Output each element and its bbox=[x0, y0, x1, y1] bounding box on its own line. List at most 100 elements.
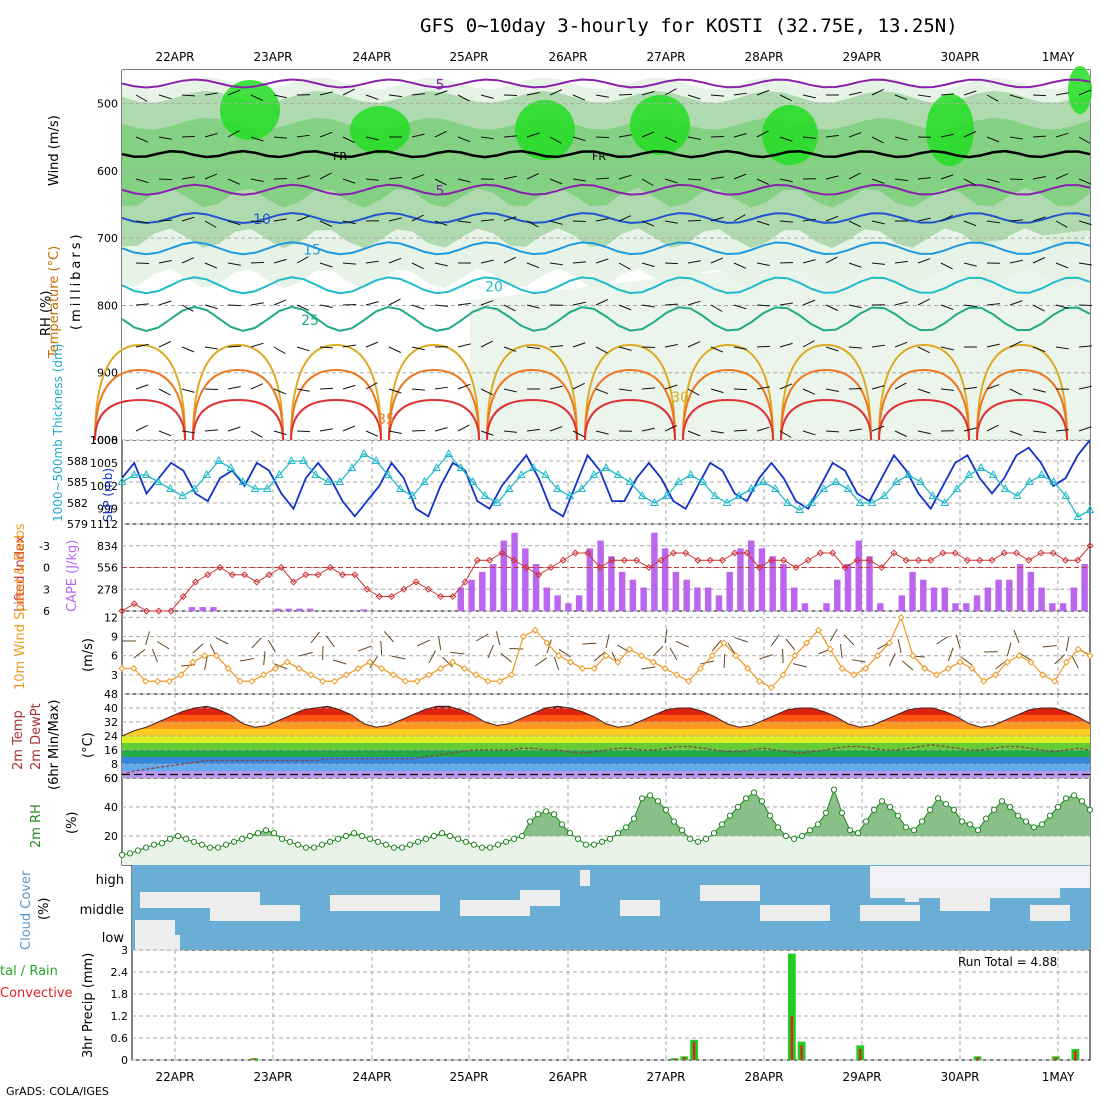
wind-barb bbox=[181, 216, 195, 222]
wind-barb bbox=[181, 257, 195, 264]
wind-barb bbox=[848, 304, 862, 309]
cape-bar bbox=[640, 587, 647, 611]
wind-barb bbox=[388, 257, 402, 264]
wind-barb bbox=[917, 388, 931, 394]
thickness-point bbox=[395, 483, 405, 492]
wind10-barb bbox=[145, 631, 150, 646]
wind-barb bbox=[1078, 426, 1092, 432]
wind-barb bbox=[986, 303, 1000, 306]
wind-barb bbox=[319, 304, 333, 308]
wind-barb bbox=[250, 430, 263, 438]
li-tick-label: 6 bbox=[43, 605, 50, 618]
rh-point bbox=[894, 812, 902, 819]
wind-barb bbox=[641, 387, 655, 390]
rh-point bbox=[926, 806, 934, 814]
wind-barb bbox=[1032, 430, 1046, 434]
wind-barb bbox=[365, 136, 379, 141]
cape-bar bbox=[1006, 579, 1013, 611]
wind-barb bbox=[158, 178, 173, 181]
thickness-point bbox=[831, 476, 841, 485]
temp-band bbox=[122, 694, 1090, 701]
wind-barb bbox=[365, 301, 379, 306]
cape-bar bbox=[543, 587, 551, 611]
wind-barb bbox=[181, 94, 196, 97]
wind-barb bbox=[802, 136, 816, 139]
rh-units-label: (%) bbox=[65, 812, 80, 835]
cape-tick-label: 1112 bbox=[90, 518, 118, 531]
rh-point bbox=[750, 789, 758, 796]
wind-barb bbox=[848, 220, 861, 228]
wind-barb bbox=[756, 304, 771, 307]
li-point bbox=[167, 607, 175, 615]
wind10-barb bbox=[298, 651, 313, 657]
wind-barb bbox=[687, 178, 702, 181]
li-cape-panel: -3 0 3 6 278 556 834 1112 bbox=[39, 518, 1094, 618]
rh-point bbox=[214, 844, 222, 851]
temp-contour-label: 5 bbox=[436, 77, 445, 93]
rh-point bbox=[518, 832, 526, 840]
wind-barb bbox=[963, 90, 977, 96]
wind-barb bbox=[1078, 136, 1091, 144]
wind-barb bbox=[503, 135, 517, 138]
wind-barb bbox=[572, 178, 586, 182]
slp-line bbox=[121, 439, 1091, 518]
wind10-point bbox=[378, 664, 386, 672]
wind-barb bbox=[871, 262, 885, 265]
cape-bar bbox=[704, 587, 712, 611]
wind-barb bbox=[135, 178, 149, 184]
wind10-barb bbox=[500, 652, 512, 663]
rh-point bbox=[494, 841, 502, 848]
wind-barb bbox=[250, 220, 265, 223]
wind-barb bbox=[963, 262, 977, 267]
wind10-barb bbox=[1054, 654, 1066, 665]
wind-barb bbox=[526, 173, 539, 180]
wind10-point bbox=[956, 658, 964, 666]
pressure-tick-label: 1000 bbox=[90, 434, 118, 447]
wind-barb bbox=[894, 301, 908, 306]
wind-barb bbox=[802, 259, 816, 264]
rh-point bbox=[230, 838, 238, 845]
freezing-line bbox=[121, 149, 1091, 159]
thickness-point bbox=[698, 476, 708, 485]
rh-point bbox=[382, 841, 390, 848]
surface-temp-contour bbox=[780, 343, 872, 441]
wind-barb bbox=[1009, 219, 1023, 222]
wind-barb bbox=[526, 346, 540, 350]
wind10-point bbox=[236, 677, 244, 685]
wind-barb bbox=[710, 304, 723, 312]
precip-conv-bar bbox=[976, 1057, 979, 1060]
wind10-barb bbox=[955, 634, 961, 649]
wind-barb bbox=[480, 259, 494, 264]
li-point bbox=[694, 556, 702, 564]
rh-point bbox=[990, 806, 998, 814]
wind-barb bbox=[1055, 132, 1069, 138]
wind10-point bbox=[933, 671, 941, 679]
wind10-barb bbox=[215, 637, 229, 645]
wind-barb bbox=[296, 388, 310, 392]
wind-barb bbox=[135, 424, 148, 432]
wind-barb bbox=[457, 220, 471, 224]
cape-bar bbox=[737, 548, 744, 611]
cape-bar bbox=[1027, 571, 1035, 611]
rh-point bbox=[462, 838, 470, 845]
slp-tick-label: 1008 bbox=[90, 434, 118, 447]
thickness-point bbox=[710, 490, 720, 499]
rh-point bbox=[630, 815, 638, 822]
rh-point bbox=[734, 803, 742, 811]
wind-barb bbox=[664, 425, 677, 432]
wind-barb bbox=[1009, 340, 1022, 348]
thickness-point bbox=[1085, 504, 1095, 513]
wind-barb bbox=[526, 132, 540, 138]
wind-barb bbox=[227, 130, 240, 138]
wind10-barb bbox=[675, 640, 689, 648]
li-point bbox=[1025, 556, 1033, 564]
wind10-barb bbox=[380, 640, 383, 656]
wind10-point bbox=[897, 613, 905, 621]
wind10-point bbox=[803, 639, 811, 647]
rh-point bbox=[406, 841, 414, 848]
wind-barb bbox=[296, 256, 309, 264]
wind-barb bbox=[526, 92, 540, 96]
wind-barb bbox=[227, 345, 242, 348]
wind10-point bbox=[142, 677, 150, 685]
